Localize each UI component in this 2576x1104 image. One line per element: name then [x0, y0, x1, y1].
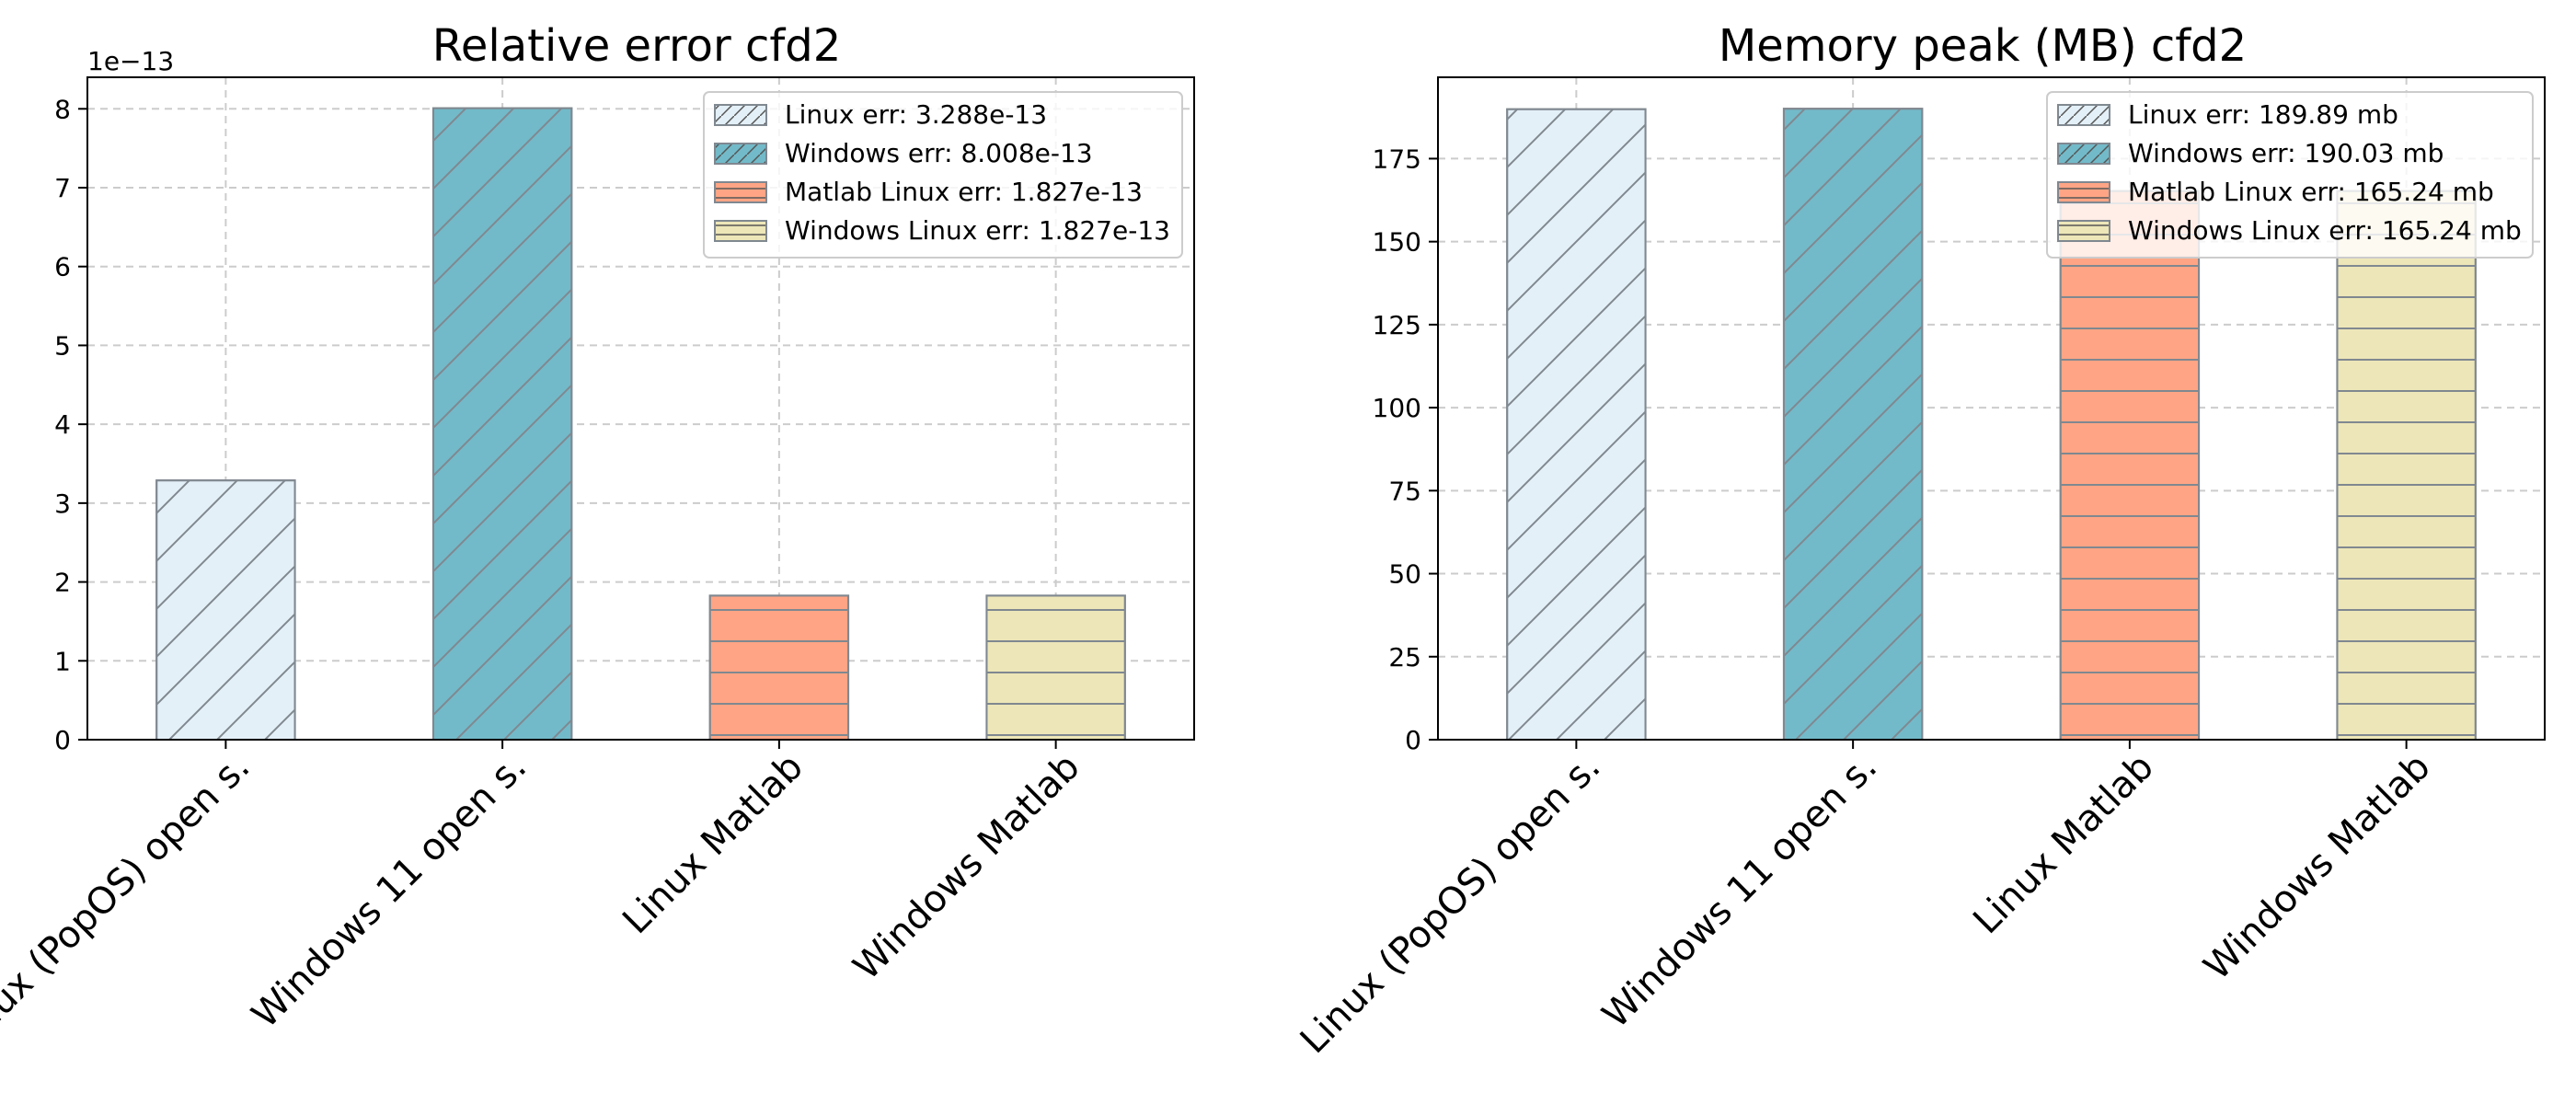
- x-tick-label: Windows 11 open s.: [1594, 746, 1885, 1037]
- y-tick-label: 7: [54, 173, 71, 203]
- legend-label: Matlab Linux err: 165.24 mb: [2128, 177, 2494, 207]
- memory-peak-chart: Memory peak (MB) cfd2 0 25 50 75 100 125 150 17…: [1293, 20, 2546, 1063]
- legend-swatch-hatch: [2057, 143, 2110, 165]
- chart-title: Memory peak (MB) cfd2: [1719, 20, 2247, 72]
- bar-hatch: [985, 594, 1126, 742]
- x-tick-label: Linux Matlab: [615, 746, 811, 943]
- x-tick-label: Linux (PopOS) open s.: [1293, 746, 1609, 1063]
- legend-swatch-hatch: [714, 181, 767, 203]
- bar-hatch: [708, 594, 850, 742]
- y-tick-label: 6: [54, 252, 71, 282]
- bar-hatch: [1506, 108, 1647, 742]
- legend-label: Windows Linux err: 1.827e-13: [785, 215, 1170, 246]
- y-tick-label: 8: [54, 94, 71, 124]
- legend-box: [2046, 91, 2534, 259]
- bar-hatch: [2336, 190, 2477, 741]
- legend-swatch-hatch: [714, 143, 767, 165]
- y-tick-label: 150: [1373, 227, 1421, 258]
- legend-label: Windows err: 8.008e-13: [785, 138, 1093, 168]
- y-tick-label: 100: [1373, 393, 1421, 423]
- y-tick-label: 3: [54, 489, 71, 519]
- y-tick-label: 5: [54, 330, 71, 361]
- legend-label: Linux err: 3.288e-13: [785, 99, 1047, 130]
- legend-swatch-hatch: [2057, 220, 2110, 242]
- y-tick-label: 0: [54, 725, 71, 755]
- y-tick-label: 175: [1373, 144, 1421, 174]
- bar-hatch: [1782, 108, 1924, 742]
- legend-label: Matlab Linux err: 1.827e-13: [785, 177, 1143, 207]
- x-tick-label: Windows Matlab: [845, 746, 1088, 989]
- axes-frame: [86, 76, 1195, 741]
- x-tick-label: Windows 11 open s.: [244, 746, 535, 1037]
- legend: Linux err: 189.89 mb Windows err: 190.03 …: [2046, 91, 2534, 259]
- y-tick-label: 1: [54, 646, 71, 676]
- y-tick-label: 125: [1373, 310, 1421, 340]
- y-tick-label: 4: [54, 409, 71, 440]
- chart-title: Relative error cfd2: [432, 20, 842, 72]
- legend-swatch-hatch: [2057, 104, 2110, 126]
- bar-hatch: [431, 107, 573, 742]
- legend-swatch-hatch: [714, 220, 767, 242]
- y-tick-label: 75: [1388, 476, 1421, 506]
- legend-label: Windows err: 190.03 mb: [2128, 138, 2444, 168]
- y-tick-label: 0: [1405, 725, 1421, 755]
- legend-label: Windows Linux err: 165.24 mb: [2128, 215, 2522, 246]
- x-tick-label: Windows Matlab: [2196, 746, 2439, 989]
- bar-hatch: [155, 479, 296, 742]
- y-offset-label: 1e−13: [87, 46, 174, 76]
- x-tick-label: Linux (PopOS) open s.: [0, 746, 258, 1063]
- legend-swatch-hatch: [2057, 181, 2110, 203]
- y-tick-label: 50: [1388, 559, 1421, 590]
- bar-hatch: [2059, 190, 2201, 741]
- relative-error-chart: Relative error cfd2 1e−13 0 1 2 3 4 5 6 7 8 Linu…: [0, 20, 1195, 1063]
- legend-box: [703, 91, 1183, 259]
- legend-swatch-hatch: [714, 104, 767, 126]
- y-tick-label: 25: [1388, 642, 1421, 673]
- y-tick-label: 2: [54, 568, 71, 598]
- legend-label: Linux err: 189.89 mb: [2128, 99, 2398, 130]
- x-tick-label: Linux Matlab: [1965, 746, 2162, 943]
- legend: Linux err: 3.288e-13 Windows err: 8.008e-…: [703, 91, 1183, 259]
